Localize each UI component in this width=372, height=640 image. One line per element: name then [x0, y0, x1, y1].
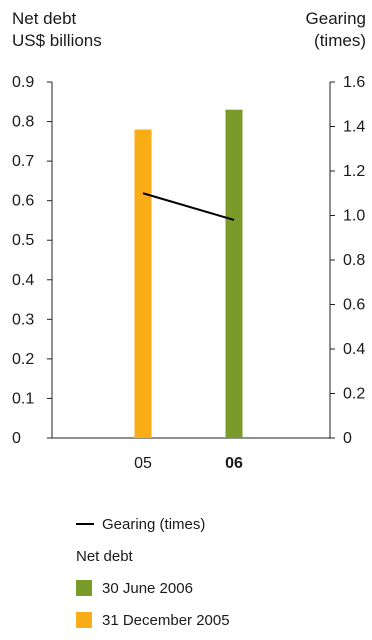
right-tick-label: 1.4 — [343, 119, 365, 136]
right-tick-label: 0.2 — [343, 386, 365, 403]
left-axis-title-line2: US$ billions — [12, 31, 102, 50]
left-tick-label: 0.9 — [12, 74, 34, 91]
legend-label-2005: 31 December 2005 — [102, 611, 230, 629]
left-tick-label: 0.8 — [12, 114, 34, 131]
right-axis-title-line1: Gearing — [305, 9, 366, 28]
x-category-label-06: 06 — [225, 455, 243, 472]
left-tick-label: 0 — [12, 430, 21, 447]
right-axis-title-line2: (times) — [314, 31, 366, 50]
legend-row-2005: 31 December 2005 — [76, 608, 230, 632]
left-tick-label: 0.4 — [12, 272, 34, 289]
legend-row-2006: 30 June 2006 — [76, 576, 230, 600]
right-tick-label: 0 — [343, 430, 352, 447]
right-tick-label: 1.2 — [343, 163, 365, 180]
left-tick-label: 0.5 — [12, 232, 34, 249]
left-axis-title-line1: Net debt — [12, 9, 77, 28]
bar-05 — [134, 129, 152, 438]
legend-row-gearing: Gearing (times) — [76, 512, 230, 536]
legend-swatch-2006 — [76, 580, 92, 596]
right-axis-title: Gearing (times) — [306, 8, 366, 52]
gearing-line — [142, 192, 235, 221]
legend-line-marker — [76, 523, 94, 525]
right-tick-label: 0.8 — [343, 252, 365, 269]
legend-group-label: Net debt — [76, 547, 133, 565]
legend-swatch-2005 — [76, 612, 92, 628]
right-tick-label: 1.0 — [343, 208, 365, 225]
left-tick-label: 0.1 — [12, 390, 34, 407]
legend-gearing-label: Gearing (times) — [102, 515, 206, 533]
x-category-label-05: 05 — [134, 455, 152, 472]
left-tick-label: 0.7 — [12, 153, 34, 170]
bar-06 — [225, 109, 243, 438]
legend-group-heading: Net debt — [76, 544, 230, 568]
left-tick-label: 0.2 — [12, 351, 34, 368]
right-tick-label: 1.6 — [343, 74, 365, 91]
chart-canvas: 0 0.1 0.2 0.3 0.4 0.5 0.6 0.7 0.8 0.9 0 0.2 0.4 0.6 0.… — [12, 74, 365, 472]
legend: Gearing (times) Net debt 30 June 2006 31… — [76, 512, 230, 640]
right-tick-label: 0.4 — [343, 341, 365, 358]
legend-label-2006: 30 June 2006 — [102, 579, 193, 597]
right-tick-label: 0.6 — [343, 297, 365, 314]
left-tick-label: 0.6 — [12, 193, 34, 210]
left-axis-title: Net debt US$ billions — [12, 8, 102, 52]
left-tick-label: 0.3 — [12, 311, 34, 328]
